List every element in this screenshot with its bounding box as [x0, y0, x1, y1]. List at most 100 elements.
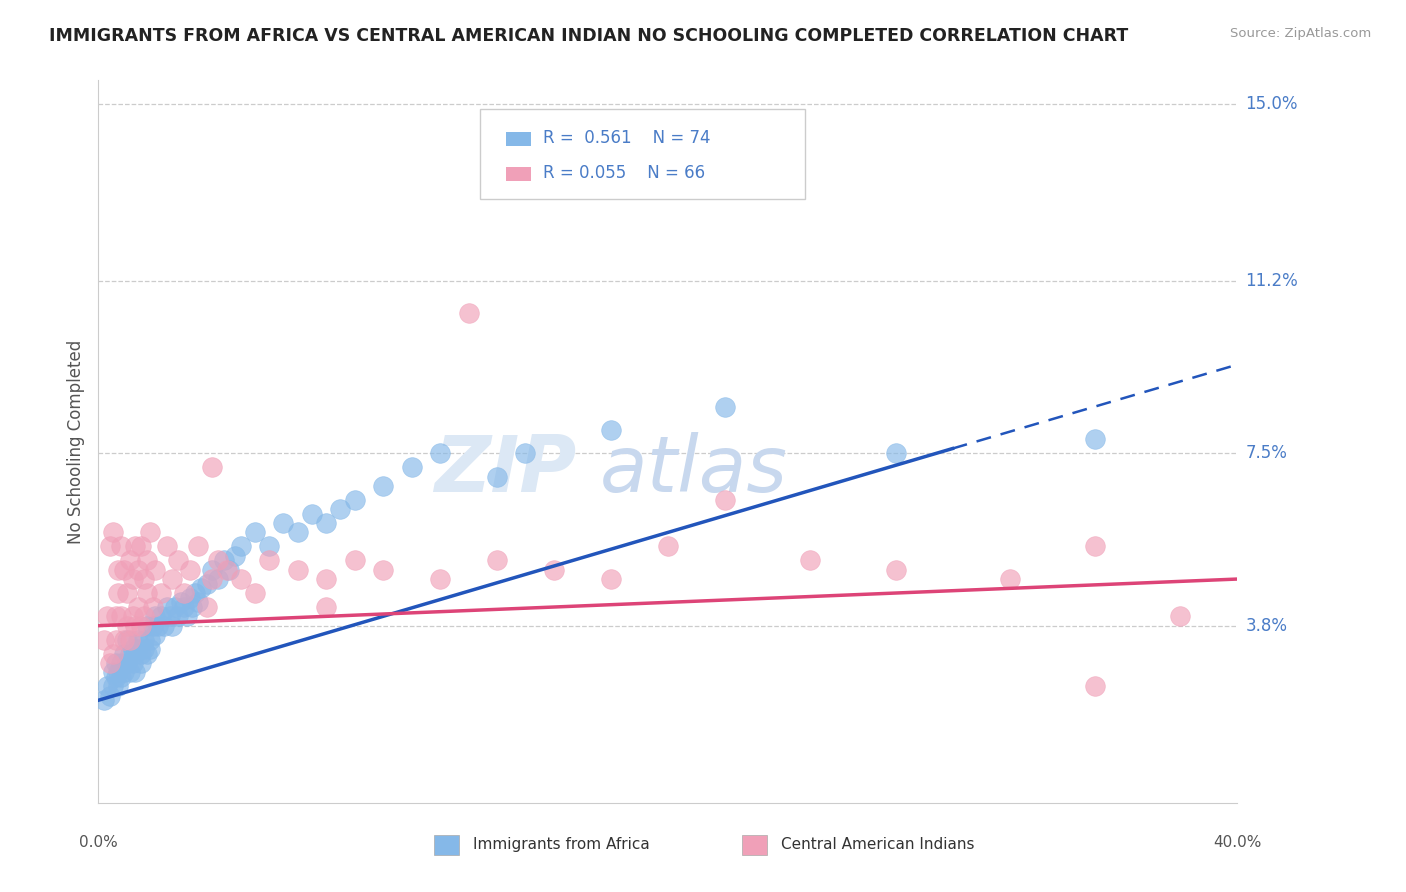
- Point: [135, 647, 157, 661]
- Point: [167, 609, 190, 624]
- Point: [153, 618, 176, 632]
- Point: [259, 540, 281, 554]
- Point: [373, 563, 395, 577]
- Point: [121, 572, 143, 586]
- Point: [132, 632, 155, 647]
- Y-axis label: No Schooling Completed: No Schooling Completed: [66, 340, 84, 543]
- Point: [224, 549, 246, 563]
- Point: [156, 540, 179, 554]
- Point: [429, 572, 451, 586]
- Point: [127, 642, 149, 657]
- Point: [104, 656, 127, 670]
- Point: [179, 563, 201, 577]
- Point: [132, 642, 155, 657]
- Point: [115, 632, 138, 647]
- Point: [243, 525, 266, 540]
- Point: [110, 609, 132, 624]
- Point: [93, 693, 115, 707]
- Point: [127, 632, 149, 647]
- Point: [124, 618, 146, 632]
- Point: [1084, 432, 1107, 446]
- Point: [212, 553, 235, 567]
- Point: [129, 618, 152, 632]
- Point: [107, 665, 129, 680]
- Point: [343, 492, 366, 507]
- Point: [162, 572, 184, 586]
- Point: [201, 563, 224, 577]
- Point: [229, 540, 252, 554]
- Point: [129, 647, 152, 661]
- Point: [110, 656, 132, 670]
- Point: [486, 553, 509, 567]
- Point: [373, 479, 395, 493]
- Point: [141, 600, 163, 615]
- Point: [107, 586, 129, 600]
- Point: [187, 540, 209, 554]
- Point: [141, 618, 163, 632]
- Point: [129, 656, 152, 670]
- Point: [101, 679, 124, 693]
- Text: ZIP: ZIP: [434, 433, 576, 508]
- Point: [287, 563, 309, 577]
- Point: [138, 525, 160, 540]
- Point: [486, 469, 509, 483]
- Point: [215, 563, 238, 577]
- Point: [301, 507, 323, 521]
- Point: [118, 647, 141, 661]
- Point: [187, 595, 209, 609]
- Point: [98, 689, 121, 703]
- FancyBboxPatch shape: [479, 109, 804, 200]
- Text: 3.8%: 3.8%: [1246, 616, 1288, 635]
- Point: [107, 679, 129, 693]
- Text: R =  0.561    N = 74: R = 0.561 N = 74: [543, 128, 710, 146]
- Point: [195, 576, 218, 591]
- Point: [124, 647, 146, 661]
- Point: [104, 632, 127, 647]
- Point: [101, 665, 124, 680]
- Point: [315, 572, 337, 586]
- Point: [1084, 679, 1107, 693]
- Text: IMMIGRANTS FROM AFRICA VS CENTRAL AMERICAN INDIAN NO SCHOOLING COMPLETED CORRELA: IMMIGRANTS FROM AFRICA VS CENTRAL AMERIC…: [49, 27, 1129, 45]
- Point: [190, 582, 212, 596]
- Point: [96, 679, 118, 693]
- Point: [179, 591, 201, 605]
- Point: [115, 656, 138, 670]
- Text: atlas: atlas: [599, 433, 787, 508]
- Point: [96, 609, 118, 624]
- Text: Central American Indians: Central American Indians: [780, 838, 974, 852]
- Point: [600, 572, 623, 586]
- Point: [135, 618, 157, 632]
- Point: [218, 563, 240, 577]
- Point: [145, 563, 167, 577]
- Point: [98, 656, 121, 670]
- Point: [343, 553, 366, 567]
- Point: [243, 586, 266, 600]
- Point: [121, 642, 143, 657]
- Point: [150, 586, 173, 600]
- Point: [1170, 609, 1192, 624]
- Point: [156, 600, 179, 615]
- Point: [138, 642, 160, 657]
- Point: [112, 665, 135, 680]
- Point: [884, 563, 907, 577]
- Point: [181, 600, 204, 615]
- Point: [287, 525, 309, 540]
- Point: [118, 665, 141, 680]
- Point: [315, 516, 337, 530]
- Point: [329, 502, 352, 516]
- Point: [101, 525, 124, 540]
- Text: Source: ZipAtlas.com: Source: ZipAtlas.com: [1230, 27, 1371, 40]
- Point: [93, 632, 115, 647]
- Text: 15.0%: 15.0%: [1246, 95, 1298, 112]
- Point: [799, 553, 821, 567]
- Point: [127, 600, 149, 615]
- Point: [124, 665, 146, 680]
- Point: [998, 572, 1021, 586]
- Point: [110, 540, 132, 554]
- Point: [148, 618, 170, 632]
- Point: [98, 540, 121, 554]
- Point: [129, 540, 152, 554]
- Point: [176, 609, 198, 624]
- Point: [107, 563, 129, 577]
- Text: Immigrants from Africa: Immigrants from Africa: [472, 838, 650, 852]
